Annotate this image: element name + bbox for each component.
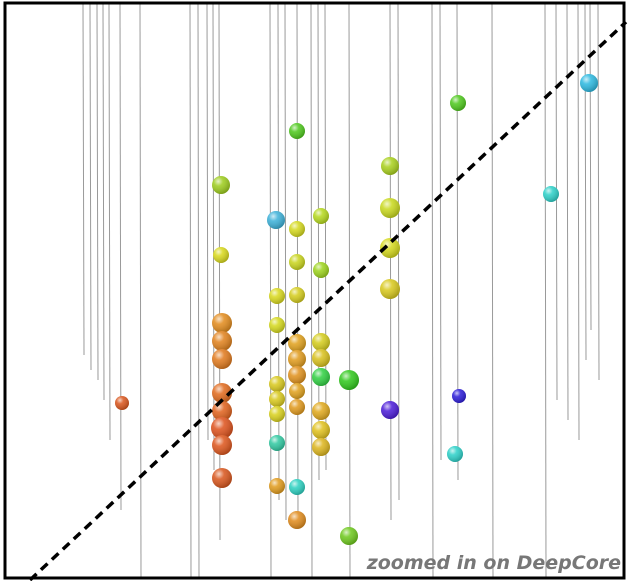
hit-shading xyxy=(289,287,305,303)
event-display: zoomed in on DeepCore xyxy=(0,0,628,581)
hit-shading xyxy=(447,446,463,462)
background xyxy=(0,0,628,581)
hit-shading xyxy=(312,402,330,420)
hit-shading xyxy=(289,123,305,139)
hit-shading xyxy=(313,262,329,278)
hit-shading xyxy=(543,186,559,202)
hit-shading xyxy=(269,435,285,451)
hit-shading xyxy=(339,370,359,390)
hit-shading xyxy=(452,389,466,403)
hit-shading xyxy=(269,376,285,392)
hit-shading xyxy=(212,349,232,369)
page: zoomed in on DeepCore (() => { const dat… xyxy=(0,0,628,581)
caption: zoomed in on DeepCore xyxy=(366,552,621,574)
hit-shading xyxy=(340,527,358,545)
hit-shading xyxy=(381,157,399,175)
hit-shading xyxy=(380,279,400,299)
hit-shading xyxy=(450,95,466,111)
hit-shading xyxy=(380,198,400,218)
hit-shading xyxy=(313,208,329,224)
hit-shading xyxy=(288,366,306,384)
hit-shading xyxy=(288,350,306,368)
hit-shading xyxy=(289,399,305,415)
hit-shading xyxy=(289,479,305,495)
hit-shading xyxy=(269,478,285,494)
hit-shading xyxy=(212,468,232,488)
hit-shading xyxy=(269,317,285,333)
hit-shading xyxy=(213,247,229,263)
hit-shading xyxy=(115,396,129,410)
hit-shading xyxy=(269,391,285,407)
hit-shading xyxy=(381,401,399,419)
hit-shading xyxy=(312,368,330,386)
hit-shading xyxy=(289,254,305,270)
hit-shading xyxy=(288,511,306,529)
hit-shading xyxy=(289,221,305,237)
hit-shading xyxy=(212,313,232,333)
hit-shading xyxy=(212,435,232,455)
hit-shading xyxy=(312,438,330,456)
hit-shading xyxy=(212,331,232,351)
hit-shading xyxy=(312,349,330,367)
hit-shading xyxy=(267,211,285,229)
hit-shading xyxy=(288,334,306,352)
hit-shading xyxy=(212,176,230,194)
hit-shading xyxy=(289,383,305,399)
hit-shading xyxy=(312,421,330,439)
hit-shading xyxy=(312,333,330,351)
hit-shading xyxy=(269,288,285,304)
hit-shading xyxy=(269,406,285,422)
hit-shading xyxy=(580,74,598,92)
